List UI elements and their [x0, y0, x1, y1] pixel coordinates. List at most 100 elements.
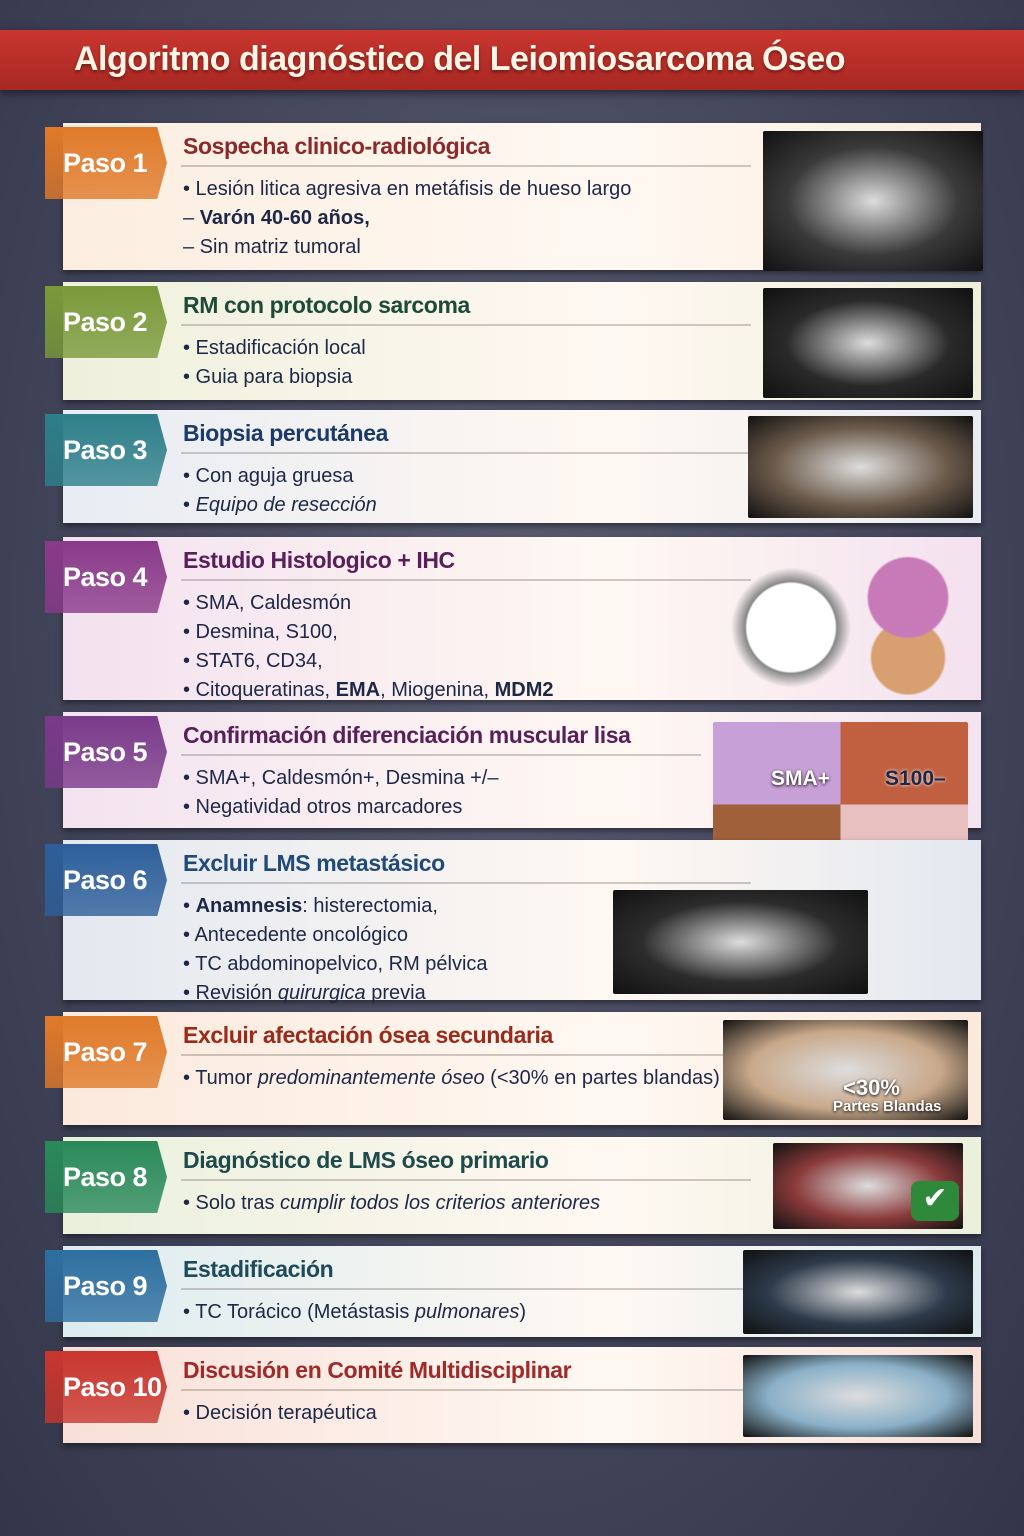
- step-title: Estadificación: [183, 1256, 334, 1282]
- bullet-text: ): [519, 1301, 527, 1323]
- bullet-text: • Antecedente oncológico: [183, 924, 408, 946]
- divider: [181, 1179, 751, 1181]
- bullet-text: • Solo tras: [183, 1192, 281, 1214]
- bullet-item: • TC Torácico (Metástasis pulmonares): [183, 1298, 526, 1327]
- bullet-item: • SMA+, Caldesmón+, Desmina +/–: [183, 764, 498, 793]
- knee-xray-icon: [763, 131, 983, 271]
- medical-team-icon: [743, 1355, 973, 1437]
- step-badge: Paso 6: [45, 844, 167, 916]
- step-title: Diagnóstico de LMS óseo primario: [183, 1147, 549, 1173]
- bullet-item: • Antecedente oncológico: [183, 921, 488, 950]
- step-title: Biopsia percutánea: [183, 420, 388, 446]
- bullet-text: MDM2: [494, 679, 554, 701]
- bullet-text: • STAT6, CD34,: [183, 650, 323, 672]
- bullet-item: • Lesión litica agresiva en metáfisis de…: [183, 175, 631, 204]
- bullet-text: –: [183, 207, 200, 229]
- step-badge: Paso 1: [45, 127, 167, 199]
- step-card-1: Paso 1 Sospecha clinico-radiológica • Le…: [45, 123, 983, 271]
- step-bullets: • Solo tras cumplir todos los criterios …: [183, 1189, 600, 1218]
- image-label: S100–: [885, 767, 946, 790]
- step-title: RM con protocolo sarcoma: [183, 292, 470, 318]
- bullet-item: • Revisión quirurgica previa: [183, 979, 488, 1008]
- step-title: Discusión en Comité Multidisciplinar: [183, 1357, 572, 1383]
- bullet-item: • Guia para biopsia: [183, 363, 366, 392]
- step-bullets: • SMA+, Caldesmón+, Desmina +/– • Negativ…: [183, 764, 498, 822]
- step-card-9: Paso 9 Estadificación • TC Torácico (Met…: [45, 1246, 981, 1337]
- bullet-text: • Citoqueratinas,: [183, 679, 336, 701]
- bullet-text: • Desmina, S100,: [183, 621, 338, 643]
- bullet-item: – Varón 40-60 años,: [183, 204, 631, 233]
- divider: [181, 1054, 751, 1056]
- bullet-item: • Tumor predominantemente óseo (<30% en …: [183, 1064, 720, 1093]
- step-card-7: Paso 7 Excluir afectación ósea secundari…: [45, 1012, 981, 1125]
- divider: [181, 324, 751, 326]
- step-bullets: • Con aguja gruesa • Equipo de resección: [183, 462, 377, 520]
- bullet-text: Anamnesis: [195, 895, 303, 917]
- bullet-item: • Decisión terapéutica: [183, 1399, 377, 1428]
- bullet-text: •: [183, 895, 196, 917]
- bullet-text: : histerectomia,: [302, 895, 438, 917]
- bullet-item: • Solo tras cumplir todos los criterios …: [183, 1189, 600, 1218]
- divider: [181, 754, 701, 756]
- bullet-item: • Desmina, S100,: [183, 618, 554, 647]
- ct-thorax-icon: [743, 1250, 973, 1334]
- divider: [181, 882, 751, 884]
- step-badge: Paso 2: [45, 286, 167, 358]
- bullet-text: – Sin matriz tumoral: [183, 236, 361, 258]
- step-title: Excluir afectación ósea secundaria: [183, 1022, 553, 1048]
- lungs-check-icon: ✔: [773, 1143, 963, 1229]
- step-badge: Paso 9: [45, 1250, 167, 1322]
- step-card-4: Paso 4 Estudio Histologico + IHC • SMA, …: [45, 537, 981, 701]
- title-banner: Algoritmo diagnóstico del Leiomiosarcoma…: [0, 30, 1024, 90]
- step-bullets: • Tumor predominantemente óseo (<30% en …: [183, 1064, 720, 1093]
- bullet-text: Equipo de resección: [195, 494, 377, 516]
- image-label: Partes Blandas: [833, 1098, 942, 1115]
- bullet-item: • Anamnesis: histerectomia,: [183, 892, 488, 921]
- bullet-text: • SMA+, Caldesmón+, Desmina +/–: [183, 767, 499, 789]
- bullet-text: Varón 40-60 años,: [199, 207, 370, 229]
- bullet-text: pulmonares: [414, 1301, 520, 1323]
- step-title: Excluir LMS metastásico: [183, 850, 445, 876]
- bullet-text: • TC Torácico (Metástasis: [183, 1301, 415, 1323]
- bullet-text: predominantemente óseo: [257, 1067, 485, 1089]
- page-title: Algoritmo diagnóstico del Leiomiosarcoma…: [74, 40, 845, 78]
- bone-tumor-icon: <30% Partes Blandas: [723, 1020, 968, 1120]
- bullet-text: • Estadificación local: [183, 337, 366, 359]
- step-card-10: Paso 10 Discusión en Comité Multidiscipl…: [45, 1347, 981, 1443]
- bullet-item: • Estadificación local: [183, 334, 366, 363]
- step-card-5: Paso 5 Confirmación diferenciación muscu…: [45, 712, 981, 887]
- bullet-text: • Lesión litica agresiva en metáfisis de…: [183, 178, 632, 200]
- bullet-text: • Con aguja gruesa: [183, 465, 354, 487]
- bullet-text: • Revisión: [183, 982, 278, 1004]
- bullet-text: EMA: [335, 679, 381, 701]
- bullet-text: quirurgica: [277, 982, 366, 1004]
- bullet-text: • Tumor: [183, 1067, 258, 1089]
- bullet-text: • SMA, Caldesmón: [183, 592, 352, 614]
- step-badge: Paso 10: [45, 1351, 167, 1423]
- bullet-text: previa: [365, 982, 426, 1004]
- microscope-icon: [713, 545, 973, 695]
- step-bullets: • SMA, Caldesmón • Desmina, S100, • STAT6,…: [183, 589, 554, 705]
- step-badge: Paso 5: [45, 716, 167, 788]
- step-bullets: • Lesión litica agresiva en metáfisis de…: [183, 175, 631, 262]
- bullet-text: • Negatividad otros marcadores: [183, 796, 463, 818]
- ct-abdomen-icon: [613, 890, 868, 994]
- step-card-2: Paso 2 RM con protocolo sarcoma • Estadi…: [45, 282, 981, 400]
- bullet-text: , Miogenina,: [380, 679, 495, 701]
- step-title: Estudio Histologico + IHC: [183, 547, 455, 573]
- image-label: SMA+: [771, 767, 830, 790]
- biopsy-needle-icon: [748, 416, 973, 518]
- step-badge: Paso 4: [45, 541, 167, 613]
- step-badge: Paso 3: [45, 414, 167, 486]
- bullet-text: • Decisión terapéutica: [183, 1402, 377, 1424]
- step-card-6: Paso 6 Excluir LMS metastásico • Anamnes…: [45, 840, 981, 1004]
- bullet-text: • Guia para biopsia: [183, 366, 353, 388]
- check-icon: ✔: [911, 1181, 959, 1221]
- bullet-text: cumplir todos los criterios anteriores: [280, 1192, 601, 1214]
- bullet-item: • SMA, Caldesmón: [183, 589, 554, 618]
- step-card-3: Paso 3 Biopsia percutánea • Con aguja gr…: [45, 410, 981, 523]
- bullet-item: – Sin matriz tumoral: [183, 233, 631, 262]
- divider: [181, 1389, 751, 1391]
- step-bullets: • Anamnesis: histerectomia, • Antecedente…: [183, 892, 488, 1008]
- step-bullets: • Decisión terapéutica: [183, 1399, 377, 1428]
